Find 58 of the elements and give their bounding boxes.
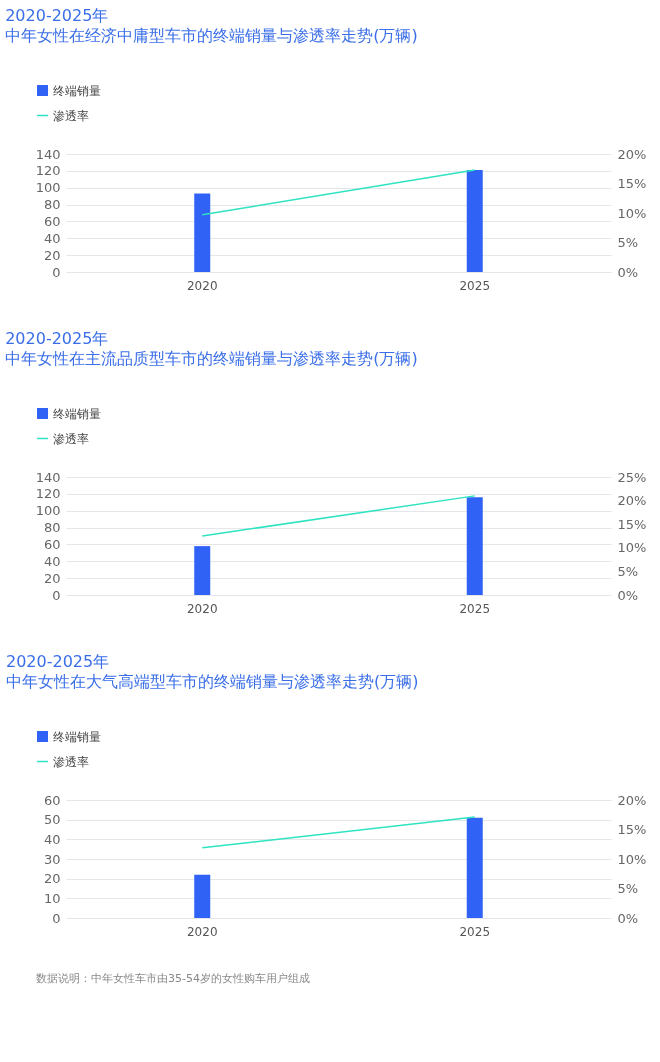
chart-title: 2020-2025年 bbox=[5, 6, 109, 25]
y-tick-label: 140 bbox=[35, 469, 61, 485]
chart-subtitle: 中年女性在经济中庸型车市的终端销量与渗透率走势(万辆) bbox=[5, 26, 418, 45]
x-tick-label: 2025 bbox=[459, 601, 491, 616]
x-tick-label: 2020 bbox=[186, 924, 218, 939]
legend-label: 渗透率 bbox=[53, 754, 89, 769]
y-tick-label: 80 bbox=[43, 520, 61, 536]
legend-label: 渗透率 bbox=[53, 108, 89, 123]
x-tick-label: 2020 bbox=[186, 278, 218, 293]
y-tick-label: 20 bbox=[43, 570, 61, 586]
legend-label: 终端销量 bbox=[53, 83, 101, 98]
y-tick-label: 30 bbox=[43, 851, 61, 867]
y2-tick-label: 0% bbox=[617, 910, 639, 926]
chart-title: 2020-2025年 bbox=[6, 652, 110, 671]
y2-tick-label: 0% bbox=[617, 587, 639, 603]
y2-tick-label: 10% bbox=[617, 851, 647, 867]
chart-subtitle: 中年女性在主流品质型车市的终端销量与渗透率走势(万辆) bbox=[5, 349, 418, 368]
y-tick-label: 120 bbox=[35, 486, 61, 502]
y-tick-label: 50 bbox=[43, 812, 61, 828]
y2-tick-label: 5% bbox=[617, 881, 639, 896]
y-tick-label: 10 bbox=[43, 890, 61, 906]
legend-label: 渗透率 bbox=[53, 431, 89, 446]
x-tick-label: 2020 bbox=[186, 601, 218, 616]
y2-tick-label: 10% bbox=[617, 205, 647, 221]
y2-tick-label: 20% bbox=[617, 792, 647, 808]
y-tick-label: 20 bbox=[43, 247, 61, 263]
y-tick-label: 60 bbox=[43, 792, 61, 808]
y2-tick-label: 0% bbox=[617, 264, 639, 280]
legend-label: 终端销量 bbox=[53, 406, 101, 421]
y-tick-label: 0 bbox=[52, 264, 61, 280]
y-tick-label: 100 bbox=[35, 180, 61, 196]
chart-subtitle: 中年女性在大气高端型车市的终端销量与渗透率走势(万辆) bbox=[6, 672, 419, 691]
chart-title: 2020-2025年 bbox=[5, 329, 109, 348]
y-tick-label: 120 bbox=[35, 163, 61, 179]
y-tick-label: 20 bbox=[43, 871, 61, 887]
text: 数据说明：中年女性车市由35-54岁的女性购车用户组成 bbox=[36, 972, 310, 985]
x-tick-label: 2025 bbox=[459, 278, 491, 293]
y-tick-label: 40 bbox=[43, 831, 61, 847]
y-tick-label: 80 bbox=[43, 197, 61, 213]
y2-tick-label: 20% bbox=[617, 493, 647, 509]
y-tick-label: 100 bbox=[35, 503, 61, 519]
y-tick-label: 40 bbox=[43, 230, 61, 246]
y-tick-label: 0 bbox=[52, 587, 61, 603]
y2-tick-label: 10% bbox=[617, 540, 647, 556]
y2-tick-label: 20% bbox=[617, 146, 647, 162]
y-tick-label: 60 bbox=[43, 213, 61, 229]
y-tick-label: 60 bbox=[43, 536, 61, 552]
legend-label: 终端销量 bbox=[53, 729, 101, 744]
y2-tick-label: 5% bbox=[617, 563, 639, 579]
y-tick-label: 140 bbox=[35, 146, 61, 162]
y2-tick-label: 25% bbox=[617, 469, 647, 485]
y2-tick-label: 5% bbox=[617, 235, 639, 250]
x-tick-label: 2025 bbox=[459, 924, 491, 939]
y2-tick-label: 15% bbox=[617, 822, 647, 837]
y2-tick-label: 15% bbox=[617, 516, 647, 532]
y-tick-label: 40 bbox=[43, 553, 61, 569]
y2-tick-label: 15% bbox=[617, 176, 647, 191]
y-tick-label: 0 bbox=[52, 910, 61, 926]
